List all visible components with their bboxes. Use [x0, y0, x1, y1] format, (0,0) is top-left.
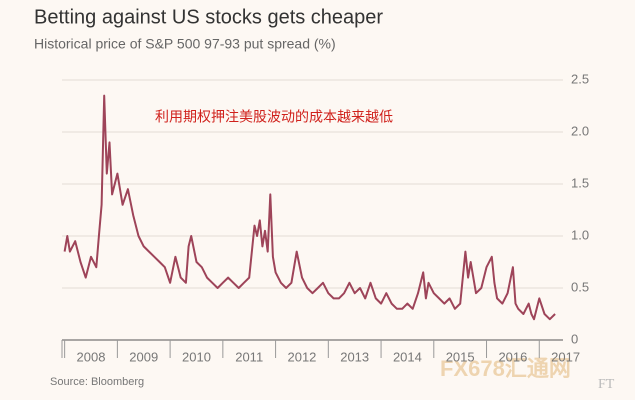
y-tick-label: 2.0	[571, 123, 589, 138]
y-tick-label: 1.0	[571, 227, 589, 242]
chart-title: Betting against US stocks gets cheaper	[34, 6, 383, 28]
chart-subtitle: Historical price of S&P 500 97-93 put sp…	[34, 36, 336, 52]
x-tick-label: 2016	[498, 349, 527, 364]
y-tick-label: 1.5	[571, 175, 589, 190]
watermark: FX678汇通网	[440, 356, 571, 381]
y-tick-label: 0.5	[571, 279, 589, 294]
source: Source: Bloomberg	[50, 376, 144, 388]
x-tick-label: 2014	[393, 349, 422, 364]
x-tick-label: 2015	[446, 349, 475, 364]
x-tick-label: 2013	[340, 349, 369, 364]
x-tick-label: 2008	[77, 349, 106, 364]
watermark-mark: FT	[598, 377, 615, 392]
y-tick-label: 0	[571, 331, 578, 346]
x-tick-label: 2010	[182, 349, 211, 364]
data-line	[63, 94, 556, 321]
x-tick-label: 2011	[235, 349, 263, 364]
annotation: 利用期权押注美股波动的成本越来越低	[155, 109, 393, 125]
x-tick-label: 2009	[129, 349, 158, 364]
x-tick-label: 2017	[551, 349, 580, 364]
y-tick-label: 2.5	[571, 71, 589, 86]
x-tick-label: 2012	[287, 349, 316, 364]
